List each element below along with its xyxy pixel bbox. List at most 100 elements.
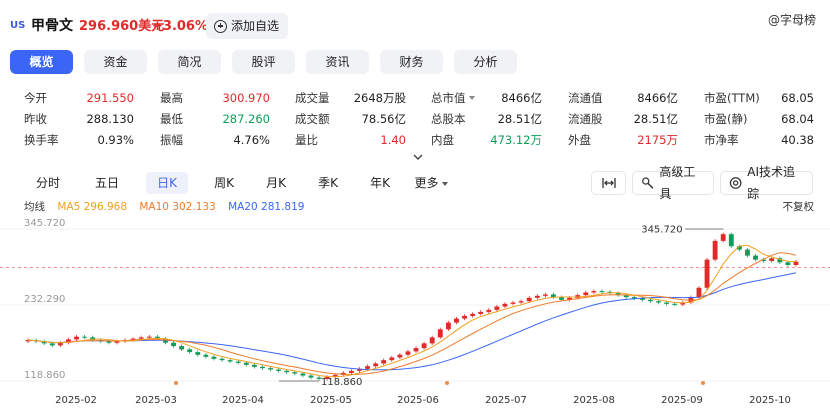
candle-body bbox=[623, 295, 629, 298]
candle-body bbox=[429, 337, 435, 344]
stat-label: 今开 bbox=[24, 91, 47, 105]
ma10-value: MA10 302.133 bbox=[139, 201, 216, 213]
candle-body bbox=[599, 291, 605, 293]
add-to-watchlist-label: 添加自选 bbox=[231, 19, 280, 33]
advanced-tools-button[interactable]: 高级工具 bbox=[632, 165, 714, 201]
candle-body bbox=[720, 234, 726, 241]
period-tab-4[interactable]: 月K bbox=[250, 172, 302, 194]
candle-body bbox=[551, 294, 556, 298]
candle-body bbox=[470, 313, 476, 316]
stat-label: 流通股 bbox=[568, 112, 603, 126]
tab-5[interactable]: 财务 bbox=[380, 50, 443, 74]
candle-body bbox=[348, 370, 354, 373]
stat-item: 市盈(静) 68.04 bbox=[704, 109, 814, 129]
period-tab-label: 季K bbox=[318, 176, 338, 190]
candle-body bbox=[526, 297, 532, 302]
x-tick-label: 2025-10 bbox=[749, 395, 791, 406]
tab-1[interactable]: 资金 bbox=[84, 50, 147, 74]
period-tab-5[interactable]: 季K bbox=[302, 172, 354, 194]
candle-body bbox=[57, 342, 63, 346]
stats-row: 换手率 0.93% 振幅 4.76% 量比 1.40 内盘 473.12万 外盘 2175万 市净率… bbox=[0, 130, 830, 150]
candle-body bbox=[437, 329, 443, 338]
expand-chevron-icon[interactable] bbox=[413, 152, 423, 162]
candle-body bbox=[777, 258, 783, 263]
event-marker bbox=[174, 381, 178, 385]
plus-circle-icon bbox=[214, 19, 227, 33]
candle-body bbox=[494, 306, 500, 310]
candle-body bbox=[728, 234, 734, 247]
y-tick-label: 118.860 bbox=[24, 370, 65, 381]
candle-body bbox=[138, 337, 144, 339]
candle-body bbox=[381, 360, 387, 364]
candle-body bbox=[421, 343, 427, 349]
candle-body bbox=[639, 298, 645, 300]
period-tab-0[interactable]: 分时 bbox=[24, 172, 72, 194]
period-tab-label: 日K bbox=[157, 176, 177, 190]
candle-body bbox=[195, 352, 201, 355]
candle-body bbox=[567, 297, 573, 300]
candle-body bbox=[146, 336, 152, 338]
stat-label: 成交额 bbox=[295, 112, 330, 126]
stat-item: 量比 1.40 bbox=[295, 130, 406, 150]
candle-body bbox=[696, 287, 702, 298]
ma20-line bbox=[27, 272, 797, 371]
stat-item: 流通值 8466亿 bbox=[568, 88, 678, 108]
add-to-watchlist-button[interactable]: 添加自选 bbox=[206, 13, 288, 39]
x-tick-label: 2025-02 bbox=[55, 395, 97, 406]
price-adjust-toggle[interactable]: 不复权 bbox=[782, 201, 815, 213]
stat-label: 最高 bbox=[160, 91, 183, 105]
stat-label: 成交量 bbox=[295, 91, 330, 105]
ma10-line bbox=[27, 252, 797, 375]
main-tabs: 概览 资金 简况 股评 资讯 财务 分析 bbox=[10, 50, 517, 74]
candle-body bbox=[478, 311, 484, 314]
candle-body bbox=[106, 341, 112, 343]
candle-body bbox=[276, 369, 282, 371]
stat-item: 外盘 2175万 bbox=[568, 130, 678, 150]
stat-item: 最低 287.260 bbox=[160, 109, 270, 129]
period-tab-1[interactable]: 五日 bbox=[72, 172, 142, 194]
candle-body bbox=[389, 357, 395, 361]
ai-tracking-button[interactable]: AI技术追踪 bbox=[720, 165, 813, 201]
tab-3[interactable]: 股评 bbox=[232, 50, 295, 74]
tab-2[interactable]: 简况 bbox=[158, 50, 221, 74]
candle-body bbox=[74, 336, 79, 340]
tab-6[interactable]: 分析 bbox=[454, 50, 517, 74]
x-tick-label: 2025-09 bbox=[661, 395, 703, 406]
candle-body bbox=[357, 368, 362, 371]
candle-body bbox=[502, 303, 508, 307]
candle-body bbox=[745, 249, 750, 256]
x-tick-label: 2025-07 bbox=[485, 395, 527, 406]
advanced-tools-label: 高级工具 bbox=[659, 165, 696, 201]
stat-value: 2175万 bbox=[637, 133, 678, 147]
stat-value: 291.550 bbox=[86, 91, 134, 105]
stat-value: 300.970 bbox=[222, 91, 270, 105]
candle-body bbox=[25, 340, 31, 342]
stat-value: 28.51亿 bbox=[497, 112, 542, 126]
period-tab-7[interactable]: 更多 bbox=[406, 172, 456, 194]
stat-item: 最高 300.970 bbox=[160, 88, 270, 108]
stat-value: 28.51亿 bbox=[633, 112, 678, 126]
stat-value: 78.56亿 bbox=[361, 112, 406, 126]
candle-body bbox=[680, 302, 686, 305]
tab-4[interactable]: 资讯 bbox=[306, 50, 369, 74]
period-tab-3[interactable]: 周K bbox=[198, 172, 250, 194]
fit-width-button[interactable] bbox=[591, 171, 626, 195]
candle-body bbox=[664, 302, 670, 304]
candle-body bbox=[171, 342, 176, 347]
ma20-value: MA20 281.819 bbox=[228, 201, 305, 213]
candle-body bbox=[413, 348, 419, 352]
stat-item[interactable]: 总市值 8466亿 bbox=[431, 88, 542, 108]
kline-chart[interactable]: 345.720 232.290 118.860 345.720 118.860 2025-… bbox=[0, 216, 830, 415]
candle-body bbox=[510, 302, 516, 304]
candle-body bbox=[268, 368, 273, 370]
ai-tracking-label: AI技术追踪 bbox=[747, 165, 796, 201]
tab-0[interactable]: 概览 bbox=[10, 50, 73, 74]
candle-body bbox=[284, 370, 290, 373]
ma-indicator-name[interactable]: 均线 bbox=[24, 201, 45, 213]
more-arrow-icon bbox=[441, 181, 448, 186]
candle-body bbox=[308, 375, 314, 378]
period-tab-2[interactable]: 日K bbox=[146, 172, 188, 194]
period-tab-6[interactable]: 年K bbox=[354, 172, 406, 194]
candle-body bbox=[704, 259, 710, 288]
candle-body bbox=[90, 337, 96, 341]
